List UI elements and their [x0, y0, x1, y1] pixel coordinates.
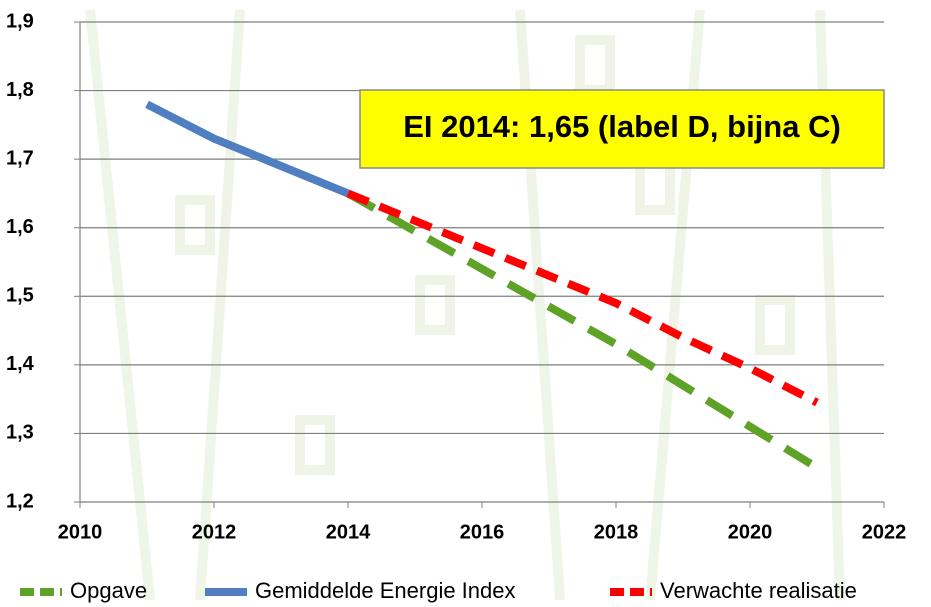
- legend-label: Opgave: [70, 578, 147, 603]
- series-line: [147, 104, 348, 193]
- y-tick-label: 1,7: [6, 147, 34, 169]
- x-tick-label: 2022: [862, 521, 907, 543]
- x-tick-label: 2020: [728, 521, 773, 543]
- y-tick-label: 1,8: [6, 79, 34, 101]
- x-tick-label: 2014: [326, 521, 371, 543]
- chart: EI 2014: 1,65 (label D, bijna C) 1,2 1,3 1…: [0, 0, 931, 607]
- y-tick-label: 1,5: [6, 285, 34, 307]
- x-tick-label: 2012: [192, 521, 237, 543]
- annotation: EI 2014: 1,65 (label D, bijna C): [403, 109, 841, 144]
- legend-label: Gemiddelde Energie Index: [255, 578, 516, 603]
- y-tick-label: 1,9: [6, 10, 34, 32]
- x-tick-label: 2016: [460, 521, 505, 543]
- y-tick-label: 1,2: [6, 490, 34, 512]
- x-tick-label: 2018: [594, 521, 639, 543]
- y-tick-label: 1,3: [6, 422, 34, 444]
- y-tick-label: 1,4: [6, 353, 35, 375]
- x-tick-label: 2010: [58, 521, 103, 543]
- legend-label: Verwachte realisatie: [660, 578, 857, 603]
- y-tick-label: 1,6: [6, 216, 34, 238]
